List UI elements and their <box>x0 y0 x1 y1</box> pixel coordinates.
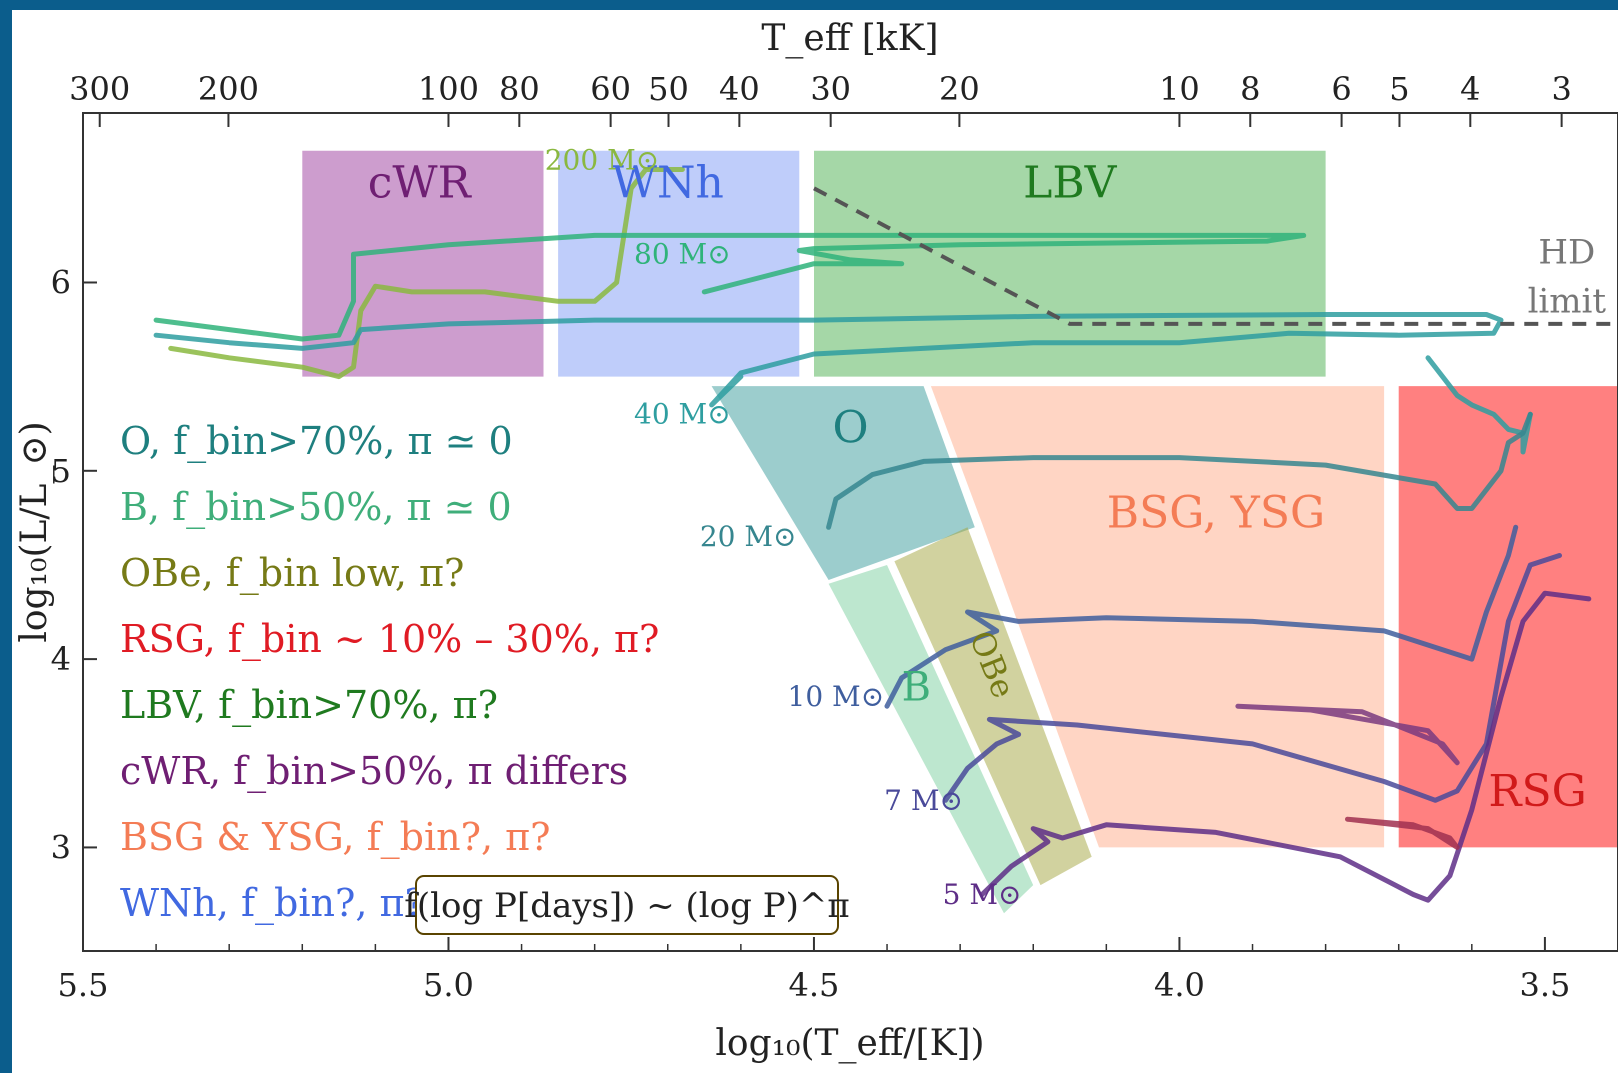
legend-item-wnh-f-bin: WNh, f_bin?, π? <box>120 881 425 926</box>
track-label-40-m: 40 M⊙ <box>634 398 731 431</box>
top-tick-label: 5 <box>1389 70 1409 108</box>
track-10-m <box>884 524 1519 709</box>
track-label-20-m: 20 M⊙ <box>700 520 797 553</box>
region-label-o: O <box>832 403 868 454</box>
x-tick-label: 4.5 <box>789 966 840 1004</box>
top-tick-label: 200 <box>198 70 259 108</box>
hd-limit-label-line2: limit <box>1528 282 1607 322</box>
region-label-wnh: WNh <box>612 158 724 209</box>
region-o <box>711 386 975 580</box>
region-cwr <box>302 150 544 377</box>
region-label-cwr: cWR <box>368 158 473 209</box>
top-tick-label: 80 <box>499 70 540 108</box>
top-tick-label: 50 <box>648 70 689 108</box>
legend: O, f_bin>70%, π ≃ 0 B, f_bin>50%, π ≃ 0 OB… <box>120 419 850 935</box>
y-tick-label: 6 <box>51 263 71 301</box>
region-obe <box>894 527 1092 886</box>
top-tick-label: 100 <box>418 70 479 108</box>
legend-item-bsg-ysg-f-bin: BSG & YSG, f_bin?, π? <box>120 815 550 860</box>
x-tick-label: 3.5 <box>1519 966 1570 1004</box>
top-tick-label: 4 <box>1460 70 1480 108</box>
track-label-10-m: 10 M⊙ <box>788 680 885 713</box>
y-tick-label: 4 <box>51 640 71 678</box>
top-tick-label: 3 <box>1551 70 1571 108</box>
y-axis-label: log₁₀(L/L_⊙) <box>14 421 55 642</box>
x-tick-label: 4.0 <box>1154 966 1205 1004</box>
hd-limit-label-line1: HD <box>1538 233 1595 273</box>
formula-text: f(log P[days]) ~ (log P)^π <box>404 886 849 926</box>
tracks-layer <box>153 167 1592 903</box>
top-tick-label: 10 <box>1159 70 1200 108</box>
region-label-b: B <box>902 665 931 711</box>
x-tick-label: 5.5 <box>58 966 109 1004</box>
formula-box <box>415 875 839 935</box>
top-tick-label: 6 <box>1331 70 1351 108</box>
top-tick-label: 60 <box>590 70 631 108</box>
legend-item-cwr-f-bin-50-differs: cWR, f_bin>50%, π differs <box>120 749 628 794</box>
track-label-200-m: 200 M⊙ <box>545 143 659 176</box>
top-tick-label: 30 <box>810 70 851 108</box>
track-7-m-blue-loop <box>1235 703 1460 766</box>
legend-item-o-f-bin-70-0: O, f_bin>70%, π ≃ 0 <box>120 419 513 464</box>
track-5-m <box>979 590 1592 903</box>
x-tick-label: 5.0 <box>423 966 474 1004</box>
top-axis-label: T_eff [kK] <box>761 18 938 59</box>
track-40-m-cool-branch <box>1425 355 1533 455</box>
hd-limit-layer: HD limit <box>813 186 1618 326</box>
region-label-bsg-ysg: BSG, YSG <box>1107 487 1325 538</box>
region-label-lbv: LBV <box>1023 158 1118 209</box>
chart-frame: HD limit 5.5 5.0 4.5 4.0 3.5 3 4 5 6 300 200 100 80 60… <box>12 10 1618 1073</box>
track-label-5-m: 5 M⊙ <box>943 878 1022 911</box>
region-label-rsg: RSG <box>1488 766 1586 817</box>
top-tick-label: 300 <box>69 70 130 108</box>
top-tick-label: 40 <box>719 70 760 108</box>
hd-limit-line <box>813 186 1618 326</box>
track-80-m <box>153 232 1307 342</box>
legend-item-rsg-f-bin-10-30: RSG, f_bin ~ 10% – 30%, π? <box>120 617 659 662</box>
track-5-m-blue-loop <box>1345 816 1460 850</box>
legend-item-obe-f-bin-low: OBe, f_bin low, π? <box>120 551 464 596</box>
track-label-80-m: 80 M⊙ <box>634 238 731 271</box>
track-20-m <box>826 411 1533 530</box>
legend-item-lbv-f-bin-70: LBV, f_bin>70%, π? <box>120 683 498 728</box>
track-200-m <box>168 167 685 380</box>
track-40-m <box>153 312 1504 408</box>
track-7-m <box>943 553 1562 803</box>
plot-border <box>82 112 1618 952</box>
region-b <box>828 565 1034 914</box>
top-tick-label: 8 <box>1240 70 1260 108</box>
x-axis-label: log₁₀(T_eff/[K]) <box>715 1023 984 1064</box>
top-tick-label: 20 <box>939 70 980 108</box>
track-label-7-m: 7 M⊙ <box>884 784 963 817</box>
y-tick-label: 5 <box>51 452 71 490</box>
y-tick-label: 3 <box>51 828 71 866</box>
legend-item-b-f-bin-50-0: B, f_bin>50%, π ≃ 0 <box>120 485 512 530</box>
